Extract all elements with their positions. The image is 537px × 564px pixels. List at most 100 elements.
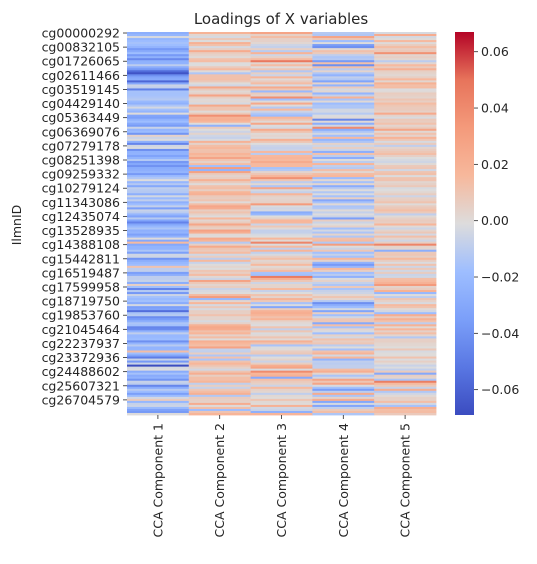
heatmap-cell	[188, 328, 251, 331]
row-tick-label: cg00832105	[42, 40, 120, 55]
heatmap-cell	[312, 354, 375, 357]
heatmap-cell	[374, 40, 437, 43]
heatmap-cell	[250, 136, 313, 140]
heatmap-cell	[188, 46, 251, 49]
heatmap-cell	[188, 177, 251, 180]
heatmap-cell	[312, 336, 375, 339]
heatmap-cell	[250, 48, 313, 51]
heatmap-cell	[250, 187, 313, 190]
heatmap-cell	[374, 64, 437, 67]
heatmap-cell	[250, 128, 313, 132]
heatmap-cell	[312, 296, 375, 299]
heatmap-cell	[250, 134, 313, 138]
heatmap-cell	[312, 68, 375, 71]
heatmap-cell	[312, 263, 375, 267]
heatmap-cell	[374, 320, 437, 323]
heatmap-cell	[127, 86, 190, 89]
heatmap-cell	[188, 249, 251, 253]
heatmap-cell	[250, 356, 313, 359]
heatmap-cell	[250, 72, 313, 75]
heatmap-cell	[374, 203, 437, 206]
heatmap-cell	[312, 392, 375, 396]
heatmap-cell	[250, 106, 313, 109]
heatmap-cell	[312, 394, 375, 398]
heatmap-cell	[374, 104, 437, 107]
heatmap-cell	[188, 36, 251, 39]
heatmap-cell	[374, 356, 437, 359]
heatmap-cell	[374, 328, 437, 331]
heatmap-cell	[127, 44, 190, 47]
heatmap-cell	[127, 124, 190, 128]
heatmap-cell	[312, 402, 375, 406]
heatmap-cell	[188, 251, 251, 255]
heatmap-cell	[250, 338, 313, 341]
heatmap-cell	[250, 354, 313, 357]
heatmap-cell	[127, 110, 190, 114]
heatmap-cell	[250, 255, 313, 259]
heatmap-cell	[312, 124, 375, 128]
heatmap-cell	[250, 288, 313, 291]
row-tick-label: cg06369076	[42, 124, 120, 139]
heatmap-cell	[374, 54, 437, 57]
heatmap-cell	[188, 366, 251, 370]
heatmap-cell	[374, 344, 437, 347]
heatmap-cell	[250, 221, 313, 224]
heatmap-cell	[127, 322, 190, 325]
heatmap-cell	[188, 362, 251, 366]
heatmap-cell	[312, 100, 375, 103]
heatmap-cell	[312, 259, 375, 263]
heatmap-cell	[250, 388, 313, 392]
heatmap-cell	[188, 273, 251, 277]
heatmap-cell	[127, 140, 190, 144]
heatmap-cell	[250, 201, 313, 204]
heatmap-cell	[312, 372, 375, 376]
heatmap-cell	[188, 136, 251, 140]
heatmap-cell	[188, 277, 251, 281]
heatmap-cell	[312, 404, 375, 408]
heatmap-cell	[374, 372, 437, 376]
heatmap-cell	[374, 386, 437, 390]
heatmap-cell	[127, 388, 190, 392]
heatmap-cell	[312, 257, 375, 261]
heatmap-cell	[127, 330, 190, 333]
heatmap-cell	[250, 60, 313, 63]
heatmap-cell	[127, 144, 190, 148]
heatmap-cell	[374, 322, 437, 325]
heatmap-cell	[127, 66, 190, 69]
heatmap-cell	[374, 88, 437, 91]
heatmap-cell	[127, 350, 190, 353]
heatmap-cell	[188, 396, 251, 400]
heatmap-cell	[374, 177, 437, 180]
heatmap-cell	[374, 412, 437, 416]
heatmap-cell	[250, 316, 313, 319]
heatmap-cell	[250, 324, 313, 327]
heatmap-cell	[250, 52, 313, 55]
heatmap-cell	[127, 346, 190, 349]
heatmap-cell	[250, 281, 313, 285]
heatmap-cell	[127, 169, 190, 172]
heatmap-cell	[127, 372, 190, 376]
heatmap-cell	[250, 328, 313, 331]
heatmap-cell	[250, 376, 313, 380]
heatmap-cell	[188, 76, 251, 79]
heatmap-cell	[312, 52, 375, 55]
heatmap-cell	[127, 126, 190, 130]
heatmap-cell	[127, 128, 190, 132]
heatmap-cell	[374, 330, 437, 333]
heatmap-cell	[188, 181, 251, 184]
heatmap-cell	[250, 318, 313, 321]
heatmap-cell	[127, 56, 190, 59]
heatmap-cell	[250, 185, 313, 188]
heatmap-cell	[374, 76, 437, 79]
colorbar-tick-label: 0.06	[481, 44, 509, 59]
heatmap-cell	[374, 70, 437, 73]
heatmap-cell	[250, 34, 313, 37]
heatmap-cell	[127, 229, 190, 232]
heatmap-cell	[127, 394, 190, 398]
heatmap-cell	[374, 360, 437, 363]
heatmap-cell	[374, 34, 437, 37]
heatmap-cell	[188, 279, 251, 283]
heatmap-cell	[188, 64, 251, 67]
heatmap-cell	[250, 308, 313, 311]
heatmap-cell	[188, 322, 251, 325]
